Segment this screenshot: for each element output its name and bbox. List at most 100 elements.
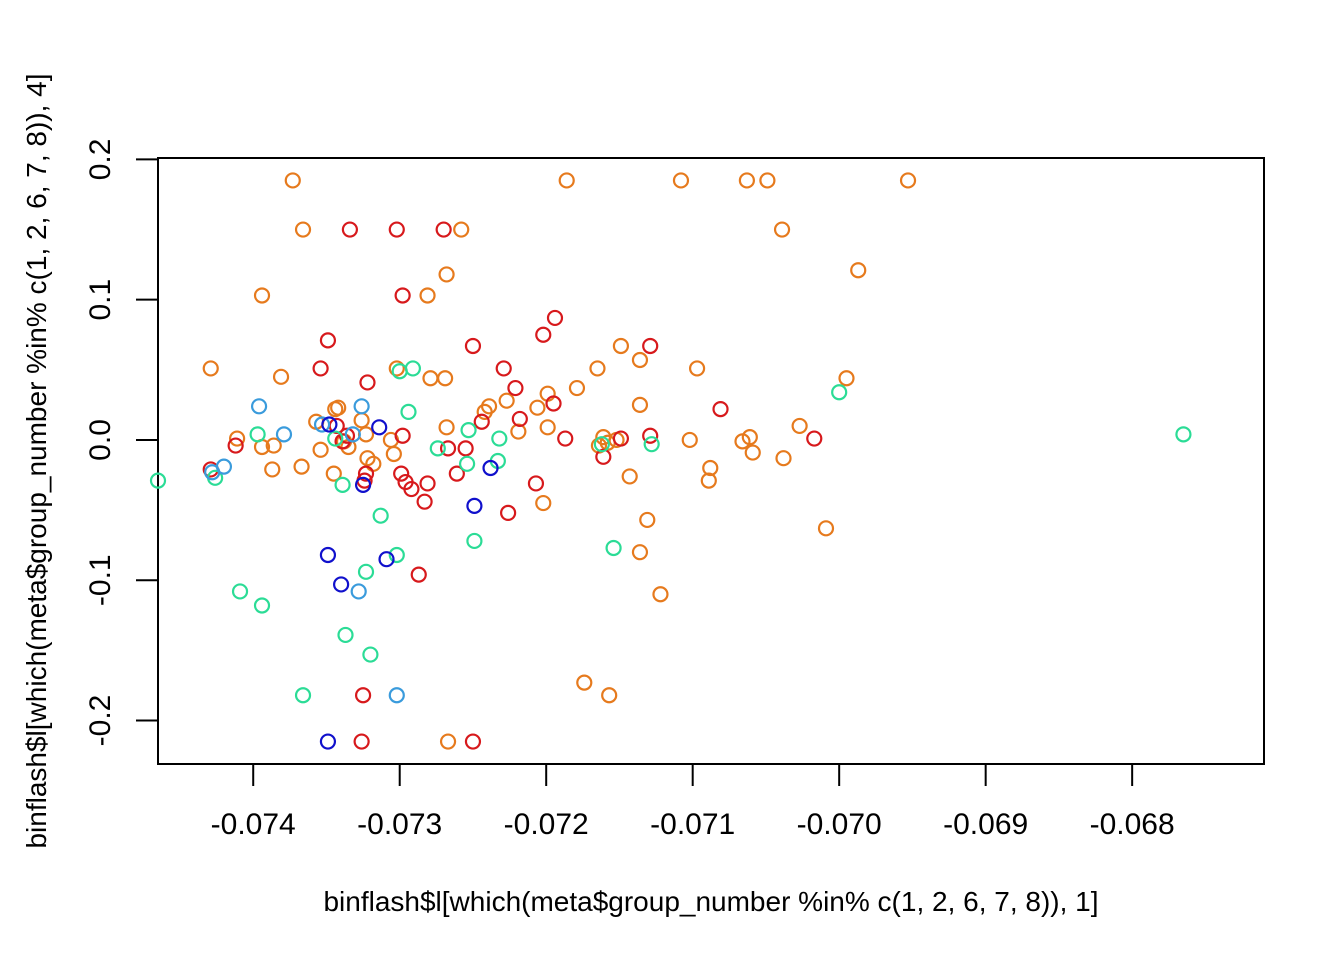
data-point: [357, 465, 375, 482]
data-point: [253, 287, 271, 304]
data-point: [388, 221, 405, 238]
data-point: [391, 363, 408, 380]
data-point: [330, 399, 347, 416]
x-axis-title: binflash$l[which(meta$group_number %in% …: [323, 886, 1098, 917]
data-point: [354, 687, 372, 704]
data-point: [394, 427, 411, 444]
data-point: [466, 532, 483, 550]
y-tick-label: 0.1: [84, 279, 117, 321]
data-point: [250, 398, 268, 415]
data-point: [249, 426, 266, 443]
y-tick-label: -0.1: [84, 554, 117, 606]
data-point: [491, 430, 508, 447]
data-point: [294, 687, 312, 704]
data-point: [605, 539, 622, 557]
data-point: [385, 445, 402, 463]
data-point: [284, 172, 301, 189]
data-point: [448, 465, 465, 482]
data-points: [149, 172, 1192, 750]
data-point: [511, 410, 528, 428]
data-point: [416, 493, 433, 510]
data-point: [702, 459, 719, 477]
data-point: [681, 431, 698, 449]
data-point: [535, 494, 552, 512]
data-point: [576, 674, 593, 691]
data-point: [759, 172, 776, 189]
data-point: [631, 351, 649, 369]
data-point: [227, 437, 244, 454]
data-point: [593, 436, 610, 453]
data-point: [850, 262, 867, 279]
data-point: [527, 475, 545, 492]
data-point: [838, 370, 855, 387]
data-point: [539, 419, 556, 436]
data-point: [439, 440, 457, 457]
data-point: [334, 476, 351, 493]
data-point: [773, 221, 791, 238]
data-point: [568, 379, 586, 397]
data-point: [612, 337, 630, 355]
data-point: [621, 468, 638, 485]
data-point: [712, 400, 729, 418]
data-point: [319, 546, 337, 564]
y-tick-label: 0.0: [84, 419, 117, 461]
data-point: [437, 370, 454, 387]
data-point: [700, 472, 717, 489]
data-point: [639, 511, 656, 529]
data-point: [507, 379, 524, 397]
data-point: [231, 583, 249, 600]
data-point: [321, 416, 338, 433]
data-point: [831, 384, 848, 401]
data-point: [229, 430, 246, 447]
data-point: [557, 430, 574, 447]
data-point: [529, 399, 546, 416]
data-point: [500, 504, 517, 522]
data-point: [253, 597, 271, 614]
data-point: [202, 360, 219, 377]
data-point: [419, 287, 436, 304]
data-point: [612, 430, 630, 447]
data-point: [439, 733, 457, 750]
data-point: [510, 423, 527, 440]
data-point: [817, 520, 835, 537]
data-point: [353, 398, 370, 415]
y-axis-title: binflash$l[which(meta$group_number %in% …: [21, 73, 52, 848]
data-point: [319, 733, 337, 750]
data-point: [438, 266, 455, 283]
y-axis: -0.2 -0.1 0.0 0.1 0.2: [84, 139, 159, 746]
data-point: [388, 360, 405, 377]
data-point: [371, 419, 388, 436]
data-point: [357, 563, 375, 580]
data-point: [400, 403, 417, 421]
data-point: [388, 687, 405, 704]
data-point: [204, 464, 221, 481]
data-point: [404, 360, 421, 377]
data-point: [631, 544, 649, 561]
data-point: [535, 326, 552, 343]
data-point: [333, 576, 350, 593]
data-point: [293, 458, 310, 475]
data-point: [353, 412, 370, 429]
x-tick-label: -0.068: [1090, 808, 1175, 841]
data-point: [319, 332, 337, 349]
data-point: [388, 546, 405, 564]
data-point: [357, 426, 375, 443]
data-point: [341, 221, 359, 238]
data-point: [457, 440, 474, 457]
data-point: [899, 172, 917, 189]
y-tick-label: 0.2: [84, 139, 117, 181]
data-point: [325, 465, 342, 482]
data-point: [453, 221, 470, 238]
data-point: [410, 566, 427, 583]
data-point: [265, 437, 282, 454]
x-tick-label: -0.074: [211, 808, 296, 841]
x-tick-label: -0.073: [357, 808, 442, 841]
data-point: [688, 360, 706, 377]
data-point: [672, 172, 690, 189]
data-point: [642, 337, 659, 355]
data-point: [435, 221, 452, 238]
data-point: [589, 360, 606, 377]
data-point: [264, 461, 281, 478]
data-point: [393, 465, 410, 482]
